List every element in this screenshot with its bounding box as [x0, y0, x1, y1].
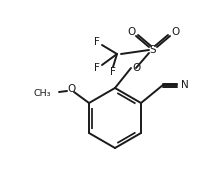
Text: N: N — [181, 80, 189, 90]
Text: O: O — [171, 27, 179, 37]
Text: F: F — [94, 63, 100, 73]
Text: S: S — [150, 45, 156, 55]
Text: F: F — [94, 37, 100, 47]
Text: O: O — [132, 63, 140, 73]
Text: O: O — [67, 84, 75, 94]
Text: F: F — [110, 67, 116, 77]
Text: CH₃: CH₃ — [33, 89, 51, 98]
Text: O: O — [127, 27, 135, 37]
